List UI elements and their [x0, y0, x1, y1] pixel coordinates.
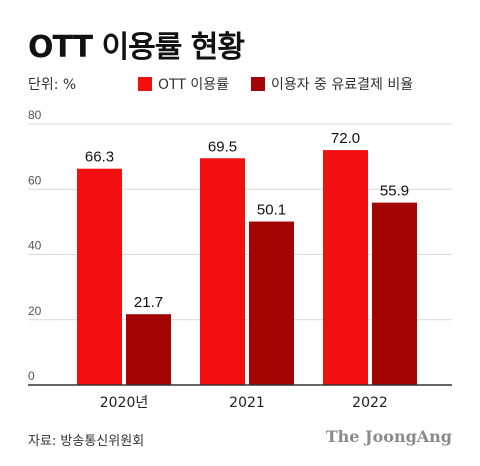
data-label: 21.7: [134, 294, 163, 311]
brand-logo: The JoongAng: [325, 427, 452, 446]
source-note: 자료: 방송통신위원회: [28, 434, 145, 449]
data-label: 69.5: [208, 138, 237, 155]
y-tick-label: 40: [28, 239, 42, 253]
bar-ott-usage: [77, 168, 122, 385]
y-tick-label: 80: [28, 108, 42, 122]
bar-paid-ratio: [126, 314, 171, 385]
bar-ott-usage: [323, 150, 368, 385]
legend-item-ott-usage: OTT 이용률: [138, 74, 229, 94]
x-tick-label: 2022: [352, 395, 388, 411]
data-label: 72.0: [331, 130, 360, 147]
legend: OTT 이용률 이용자 중 유료결제 비율: [138, 74, 413, 94]
y-tick-label: 20: [28, 304, 42, 318]
bar-ott-usage: [200, 158, 245, 385]
chart-title: OTT 이용률 현황: [28, 30, 245, 65]
unit-label: 단위: %: [28, 77, 77, 93]
y-tick-label: 0: [28, 369, 35, 383]
y-tick-label: 60: [28, 173, 42, 187]
legend-item-paid-ratio: 이용자 중 유료결제 비율: [250, 74, 414, 94]
bar-paid-ratio: [249, 221, 294, 385]
data-label: 66.3: [85, 149, 114, 166]
legend-swatch-ott-usage: [138, 77, 152, 91]
x-tick-label: 2021: [229, 395, 265, 411]
bar-paid-ratio: [372, 202, 417, 385]
data-label: 55.9: [380, 183, 409, 200]
legend-swatch-paid-ratio: [250, 77, 265, 91]
legend-label-paid-ratio: 이용자 중 유료결제 비율: [270, 77, 414, 93]
x-tick-label: 2020년: [100, 395, 149, 411]
data-label: 50.1: [257, 202, 286, 219]
legend-label-ott-usage: OTT 이용률: [158, 77, 229, 93]
